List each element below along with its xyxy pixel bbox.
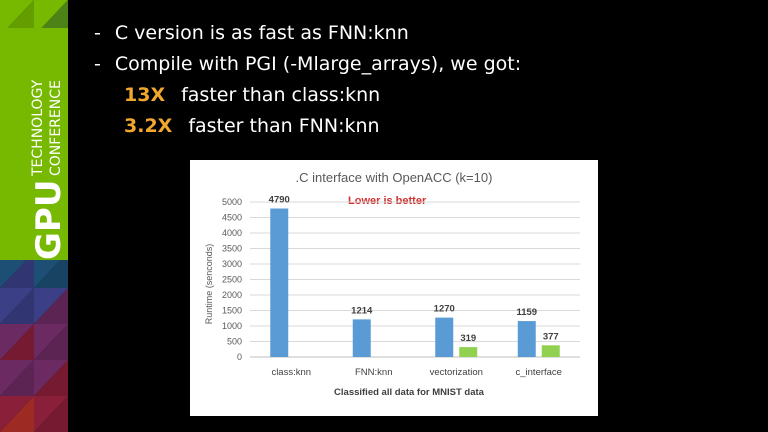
bar: [517, 321, 536, 357]
gtc-logo: GPU TECHNOLOGY CONFERENCE: [29, 79, 68, 260]
pattern-triangle: [0, 252, 34, 288]
bullet-1: - C version is as fast as FNN:knn: [94, 18, 521, 49]
data-label: 377: [543, 331, 559, 342]
slide-bullets: - C version is as fast as FNN:knn - Comp…: [94, 18, 521, 142]
brand-line2: CONFERENCE: [48, 80, 64, 176]
data-label: 1214: [351, 305, 373, 316]
x-tick-label: FNN:knn: [355, 367, 392, 378]
brand-line1: TECHNOLOGY: [30, 79, 46, 177]
bullet-marker: -: [94, 22, 101, 44]
y-tick-label: 1000: [222, 321, 242, 331]
x-tick-label: vectorization: [430, 367, 483, 378]
y-tick-label: 4500: [222, 213, 242, 223]
pattern-triangle: [0, 396, 34, 432]
subpoint-1: 13X faster than class:knn: [94, 80, 521, 111]
pattern-triangle: [0, 360, 34, 396]
bullet-text: C version is as fast as FNN:knn: [114, 22, 409, 44]
y-tick-label: 2000: [222, 290, 242, 300]
y-tick-label: 2500: [222, 275, 242, 285]
data-label: 1159: [516, 307, 537, 318]
bar: [541, 345, 560, 357]
speedup-value: 3.2X: [124, 115, 173, 137]
y-tick-label: 0: [237, 352, 242, 362]
y-axis-label: Runtime (senconds): [204, 244, 214, 325]
pattern-triangle: [0, 0, 34, 36]
bar: [352, 319, 371, 357]
y-tick-label: 500: [227, 337, 242, 347]
pattern-triangle: [34, 396, 68, 432]
runtime-chart: .C interface with OpenACC (k=10) Lower i…: [204, 170, 580, 398]
data-label: 4790: [269, 195, 290, 206]
triangle-pattern: [0, 0, 68, 432]
chart-title: .C interface with OpenACC (k=10): [296, 170, 493, 185]
brand-main: GPU: [29, 180, 68, 260]
brand-band: [0, 28, 68, 260]
gtc-sidebar: GPU TECHNOLOGY CONFERENCE: [0, 0, 68, 432]
x-axis-label: Classified all data for MNIST data: [334, 387, 485, 398]
pattern-triangle: [34, 324, 68, 360]
x-tick-label: c_interface: [516, 367, 562, 378]
chart-annotation: Lower is better: [348, 195, 427, 207]
y-tick-label: 4000: [222, 228, 242, 238]
bullet-marker: -: [94, 53, 101, 75]
bar: [270, 208, 289, 357]
y-tick-label: 3500: [222, 244, 242, 254]
x-tick-label: class:knn: [271, 367, 311, 378]
data-label: 1270: [434, 304, 455, 315]
pattern-triangle: [0, 324, 34, 360]
data-label: 319: [460, 333, 476, 344]
speedup-text: faster than class:knn: [181, 84, 381, 106]
pattern-triangle: [34, 288, 68, 324]
bar: [435, 317, 454, 357]
y-tick-label: 5000: [222, 197, 242, 207]
pattern-triangle: [34, 0, 68, 36]
speedup-text: faster than FNN:knn: [188, 115, 380, 137]
pattern-triangle: [0, 288, 34, 324]
speedup-value: 13X: [124, 84, 166, 106]
bar: [459, 347, 478, 357]
pattern-triangle: [34, 360, 68, 396]
chart-panel: .C interface with OpenACC (k=10) Lower i…: [190, 160, 598, 416]
y-tick-label: 1500: [222, 306, 242, 316]
bullet-2: - Compile with PGI (-Mlarge_arrays), we …: [94, 49, 521, 80]
subpoint-2: 3.2X faster than FNN:knn: [94, 111, 521, 142]
bullet-text: Compile with PGI (-Mlarge_arrays), we go…: [114, 53, 522, 75]
y-tick-label: 3000: [222, 259, 242, 269]
pattern-triangle: [34, 252, 68, 288]
